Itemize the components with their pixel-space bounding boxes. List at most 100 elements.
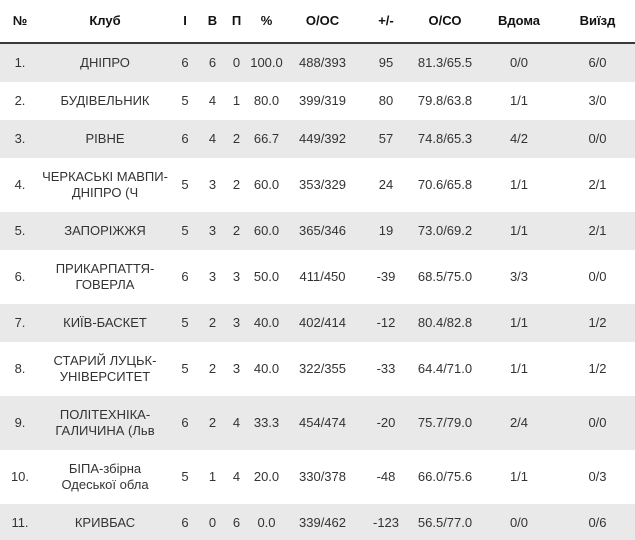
cell-games: 6: [170, 43, 200, 82]
cell-away: 2/1: [560, 212, 635, 250]
cell-games: 6: [170, 250, 200, 304]
table-row: 7. КИЇВ-БАСКЕТ 5 2 3 40.0 402/414 -12 80…: [0, 304, 635, 342]
cell-club[interactable]: РІВНЕ: [40, 120, 170, 158]
cell-away: 0/6: [560, 504, 635, 540]
cell-diff: -39: [360, 250, 412, 304]
cell-pct: 60.0: [248, 158, 285, 212]
cell-wins: 2: [200, 342, 225, 396]
cell-pct: 0.0: [248, 504, 285, 540]
cell-avg: 68.5/75.0: [412, 250, 478, 304]
cell-club[interactable]: БУДІВЕЛЬНИК: [40, 82, 170, 120]
cell-points: 339/462: [285, 504, 360, 540]
cell-games: 5: [170, 450, 200, 504]
table-row: 11. КРИВБАС 6 0 6 0.0 339/462 -123 56.5/…: [0, 504, 635, 540]
cell-points: 449/392: [285, 120, 360, 158]
col-header-home: Вдома: [478, 0, 560, 44]
cell-club[interactable]: КИЇВ-БАСКЕТ: [40, 304, 170, 342]
cell-avg: 56.5/77.0: [412, 504, 478, 540]
cell-wins: 0: [200, 504, 225, 540]
cell-wins: 4: [200, 82, 225, 120]
cell-rank: 7.: [0, 304, 40, 342]
table-row: 3. РІВНЕ 6 4 2 66.7 449/392 57 74.8/65.3…: [0, 120, 635, 158]
cell-points: 322/355: [285, 342, 360, 396]
cell-wins: 3: [200, 212, 225, 250]
cell-home: 1/1: [478, 212, 560, 250]
cell-home: 1/1: [478, 342, 560, 396]
cell-avg: 70.6/65.8: [412, 158, 478, 212]
cell-diff: 80: [360, 82, 412, 120]
col-header-point-diff: +/-: [360, 0, 412, 44]
cell-club[interactable]: ПРИКАРПАТТЯ-ГОВЕРЛА: [40, 250, 170, 304]
cell-avg: 66.0/75.6: [412, 450, 478, 504]
table-row: 10. БІПА-збірна Одеської обла 5 1 4 20.0…: [0, 450, 635, 504]
cell-points: 402/414: [285, 304, 360, 342]
cell-rank: 10.: [0, 450, 40, 504]
cell-pct: 40.0: [248, 342, 285, 396]
cell-club[interactable]: ЗАПОРІЖЖЯ: [40, 212, 170, 250]
col-header-points-scored-conceded: О/ОС: [285, 0, 360, 44]
cell-home: 1/1: [478, 82, 560, 120]
cell-club[interactable]: СТАРИЙ ЛУЦЬК-УНІВЕРСИТЕТ: [40, 342, 170, 396]
cell-points: 353/329: [285, 158, 360, 212]
cell-games: 5: [170, 158, 200, 212]
table-row: 8. СТАРИЙ ЛУЦЬК-УНІВЕРСИТЕТ 5 2 3 40.0 3…: [0, 342, 635, 396]
cell-away: 0/0: [560, 250, 635, 304]
cell-avg: 75.7/79.0: [412, 396, 478, 450]
cell-diff: -33: [360, 342, 412, 396]
cell-home: 1/1: [478, 304, 560, 342]
cell-away: 1/2: [560, 342, 635, 396]
cell-away: 0/0: [560, 120, 635, 158]
cell-games: 6: [170, 396, 200, 450]
table-row: 4. ЧЕРКАСЬКІ МАВПИ-ДНІПРО (Ч 5 3 2 60.0 …: [0, 158, 635, 212]
cell-losses: 4: [225, 450, 248, 504]
cell-avg: 64.4/71.0: [412, 342, 478, 396]
col-header-wins: В: [200, 0, 225, 44]
cell-pct: 33.3: [248, 396, 285, 450]
cell-diff: 24: [360, 158, 412, 212]
cell-games: 5: [170, 342, 200, 396]
cell-games: 6: [170, 120, 200, 158]
cell-rank: 3.: [0, 120, 40, 158]
cell-diff: 95: [360, 43, 412, 82]
cell-wins: 6: [200, 43, 225, 82]
cell-wins: 3: [200, 250, 225, 304]
cell-losses: 0: [225, 43, 248, 82]
cell-away: 1/2: [560, 304, 635, 342]
cell-home: 2/4: [478, 396, 560, 450]
cell-rank: 1.: [0, 43, 40, 82]
cell-losses: 2: [225, 212, 248, 250]
cell-pct: 66.7: [248, 120, 285, 158]
cell-diff: -48: [360, 450, 412, 504]
cell-club[interactable]: ПОЛІТЕХНІКА-ГАЛИЧИНА (Льв: [40, 396, 170, 450]
cell-rank: 5.: [0, 212, 40, 250]
cell-avg: 79.8/63.8: [412, 82, 478, 120]
cell-club[interactable]: ЧЕРКАСЬКІ МАВПИ-ДНІПРО (Ч: [40, 158, 170, 212]
cell-diff: -123: [360, 504, 412, 540]
cell-losses: 1: [225, 82, 248, 120]
header-row: № Клуб І В П % О/ОС +/- О/СО Вдома Виїзд: [0, 0, 635, 44]
cell-losses: 3: [225, 250, 248, 304]
col-header-games: І: [170, 0, 200, 44]
cell-points: 365/346: [285, 212, 360, 250]
cell-points: 488/393: [285, 43, 360, 82]
cell-club[interactable]: КРИВБАС: [40, 504, 170, 540]
cell-rank: 11.: [0, 504, 40, 540]
cell-club[interactable]: ДНІПРО: [40, 43, 170, 82]
cell-club[interactable]: БІПА-збірна Одеської обла: [40, 450, 170, 504]
cell-points: 411/450: [285, 250, 360, 304]
table-row: 9. ПОЛІТЕХНІКА-ГАЛИЧИНА (Льв 6 2 4 33.3 …: [0, 396, 635, 450]
cell-games: 5: [170, 304, 200, 342]
cell-rank: 6.: [0, 250, 40, 304]
cell-losses: 3: [225, 342, 248, 396]
cell-rank: 2.: [0, 82, 40, 120]
cell-rank: 4.: [0, 158, 40, 212]
col-header-losses: П: [225, 0, 248, 44]
cell-wins: 4: [200, 120, 225, 158]
col-header-club: Клуб: [40, 0, 170, 44]
cell-games: 5: [170, 212, 200, 250]
cell-avg: 80.4/82.8: [412, 304, 478, 342]
cell-losses: 2: [225, 120, 248, 158]
cell-wins: 2: [200, 304, 225, 342]
